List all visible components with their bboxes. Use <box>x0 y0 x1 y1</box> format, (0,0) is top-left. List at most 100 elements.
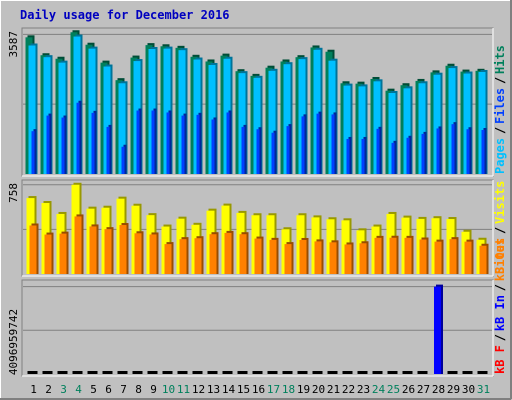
bar-sites-day-12 <box>194 236 204 274</box>
bar-sites-day-23 <box>359 241 369 274</box>
panel-requests: 3587 Pages / Files / Hits <box>7 27 507 177</box>
bar-kbout-day-3 <box>57 371 68 374</box>
bar-sites-day-19 <box>299 237 309 274</box>
bar-sites-day-10 <box>164 242 174 274</box>
bar-kbout-day-16 <box>252 371 263 374</box>
bar-sites-day-3 <box>59 231 69 274</box>
bar-pages-day-27 <box>418 81 428 174</box>
x-tick-label-day-2: 2 <box>45 383 52 396</box>
panel-frame <box>21 279 494 377</box>
bar-sites-day-2 <box>44 232 54 274</box>
x-tick-label-day-20: 20 <box>312 383 325 396</box>
bar-files-day-28 <box>436 126 442 174</box>
x-tick-label-day-26: 26 <box>402 383 415 396</box>
x-tick-label-day-24: 24 <box>372 383 386 396</box>
x-tick-label-day-4: 4 <box>75 383 82 396</box>
x-tick-label-day-6: 6 <box>105 383 112 396</box>
bar-kbout-day-6 <box>102 371 113 374</box>
x-axis-day-labels: 1 2 3 4 5 6 7 8 9 10 11 12 13 14 15 16 17 18 19 20 21 22 23 24 2… <box>30 383 490 396</box>
bar-sites-day-25 <box>389 235 399 274</box>
bars-traffic <box>27 284 488 374</box>
x-tick-label-day-22: 22 <box>342 383 355 396</box>
chart-title: Daily usage for December 2016 <box>20 8 230 22</box>
x-tick-label-day-23: 23 <box>357 383 370 396</box>
bar-files-day-29 <box>451 122 457 174</box>
bar-kbout-day-31 <box>477 371 488 374</box>
legend-requests: Pages / Files / Hits <box>493 45 507 174</box>
legend-item-sites: Sites <box>493 238 507 274</box>
bar-kbout-day-23 <box>357 371 368 374</box>
bar-kbout-day-10 <box>162 371 173 374</box>
bar-kbout-day-20 <box>312 371 323 374</box>
bar-files-day-15 <box>241 124 247 174</box>
bar-pages-day-20 <box>313 47 323 174</box>
x-tick-label-day-13: 13 <box>207 383 220 396</box>
x-tick-label-day-16: 16 <box>252 383 265 396</box>
bar-kbout-day-14 <box>222 371 233 374</box>
bar-sites-day-4 <box>74 214 84 274</box>
bar-files-day-5 <box>91 110 97 174</box>
bar-pages-day-31 <box>478 69 488 174</box>
bar-kbout-day-15 <box>237 371 248 374</box>
x-tick-label-day-18: 18 <box>282 383 295 396</box>
bar-pages-day-1 <box>28 43 38 174</box>
bar-files-day-14 <box>226 110 232 174</box>
bar-kbout-day-26 <box>402 371 413 374</box>
legend-item-pages: Pages <box>493 138 507 174</box>
bar-files-day-1 <box>31 129 37 174</box>
bar-pages-day-7 <box>118 81 128 174</box>
bar-pages-day-6 <box>103 64 113 174</box>
bar-files-day-25 <box>391 140 397 174</box>
bar-files-day-22 <box>346 136 352 174</box>
bar-kbout-day-17 <box>267 371 278 374</box>
bar-kbout-day-21 <box>327 371 338 374</box>
bar-files-day-16 <box>256 127 262 174</box>
bar-sites-day-8 <box>134 231 144 274</box>
bar-files-day-7 <box>121 144 127 174</box>
legend-separator: / <box>493 227 507 234</box>
bar-files-day-13 <box>211 117 217 174</box>
legend-separator: / <box>493 334 507 341</box>
bar-files-day-26 <box>406 135 412 174</box>
bar-kbout-day-18 <box>282 371 293 374</box>
bar-kbout-day-4 <box>72 371 83 374</box>
bar-pages-day-24 <box>373 79 383 174</box>
legend-separator: / <box>493 77 507 84</box>
bar-kbout-day-8 <box>132 371 143 374</box>
bar-kbout-day-2 <box>42 371 53 374</box>
x-tick-label-day-8: 8 <box>135 383 142 396</box>
legend-item-kb-in: kB In <box>493 295 507 331</box>
bar-kbout-day-9 <box>147 371 158 374</box>
x-tick-label-day-30: 30 <box>462 383 475 396</box>
bar-sites-day-17 <box>269 237 279 274</box>
x-tick-label-day-7: 7 <box>120 383 127 396</box>
x-tick-label-day-29: 29 <box>447 383 460 396</box>
legend-item-files: Files <box>493 88 507 124</box>
bar-sites-day-5 <box>89 224 99 274</box>
bar-files-day-8 <box>136 108 142 174</box>
bar-pages-day-26 <box>403 86 413 174</box>
bar-files-day-3 <box>61 115 67 174</box>
bar-sites-day-27 <box>419 237 429 274</box>
x-tick-label-day-14: 14 <box>222 383 236 396</box>
bar-files-day-2 <box>46 113 52 174</box>
bar-files-day-21 <box>331 112 337 174</box>
bar-files-day-20 <box>316 111 322 174</box>
legend-item-hits: Hits <box>493 45 507 74</box>
x-tick-label-day-1: 1 <box>30 383 37 396</box>
y-max-label-requests: 3587 <box>7 31 20 58</box>
x-tick-label-day-12: 12 <box>192 383 205 396</box>
legend-visitors: Sites / Visits <box>493 181 507 274</box>
bar-kbin-day-28 <box>434 284 443 374</box>
bar-sites-day-13 <box>209 232 219 274</box>
bar-pages-day-5 <box>88 46 98 174</box>
bar-kbout-day-13 <box>207 371 218 374</box>
bar-files-day-23 <box>361 136 367 174</box>
bar-kbout-day-22 <box>342 371 353 374</box>
bar-sites-day-16 <box>254 236 264 274</box>
bar-kbout-day-5 <box>87 371 98 374</box>
bar-sites-day-28 <box>434 239 444 274</box>
legend-item-kb-f: kB F <box>493 345 507 374</box>
